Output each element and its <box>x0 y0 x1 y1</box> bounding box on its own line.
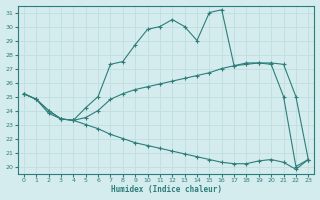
X-axis label: Humidex (Indice chaleur): Humidex (Indice chaleur) <box>111 185 221 194</box>
